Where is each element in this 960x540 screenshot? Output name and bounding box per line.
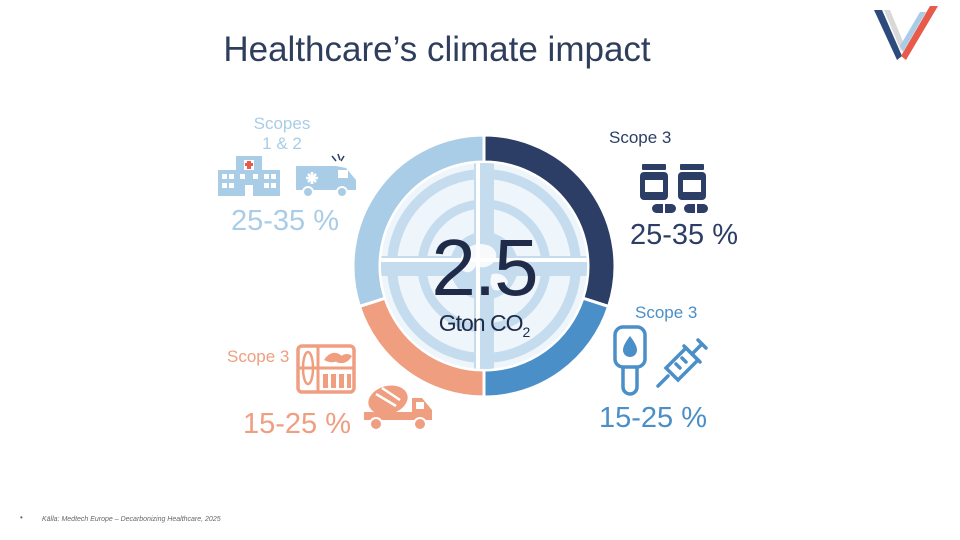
syringe-icon <box>656 338 708 388</box>
pharma-range: 25-35 % <box>630 219 739 251</box>
segment-scopes-1-2 <box>352 134 486 309</box>
scopes12-label-line2: 1 & 2 <box>262 134 302 153</box>
scopes12-label: Scopes 1 & 2 <box>240 114 324 154</box>
food-tray-icon <box>296 344 356 394</box>
unit-subscript: 2 <box>522 324 530 340</box>
donut-segments <box>352 134 616 398</box>
donut-chart <box>352 134 616 398</box>
total-value: 2.5 <box>431 223 538 312</box>
devices-range: 15-25 % <box>599 402 708 434</box>
devices-scope-label: Scope 3 <box>635 303 698 322</box>
pharma-scope-label: Scope 3 <box>609 128 672 147</box>
slide-title: Healthcare’s climate impact <box>223 30 651 69</box>
food-scope-label: Scope 3 <box>227 347 290 366</box>
glucose-meter-icon <box>613 325 647 396</box>
brand-logo <box>874 6 938 60</box>
ambulance-icon <box>296 153 356 198</box>
crosshair-globe-icon <box>381 163 587 369</box>
footnote-bullet: • <box>20 513 23 522</box>
scopes12-range: 25-35 % <box>231 205 340 237</box>
cement-truck-icon <box>364 385 432 431</box>
food-range: 15-25 % <box>243 408 352 440</box>
source-footnote: Källa: Medtech Europe – Decarbonizing He… <box>42 516 221 523</box>
hospital-icon <box>218 156 280 196</box>
medicine-bottles-icon <box>640 164 708 213</box>
scopes12-label-line1: Scopes <box>253 114 311 133</box>
unit-text: Gton CO <box>438 310 524 336</box>
total-unit: Gton CO2 <box>402 310 566 340</box>
